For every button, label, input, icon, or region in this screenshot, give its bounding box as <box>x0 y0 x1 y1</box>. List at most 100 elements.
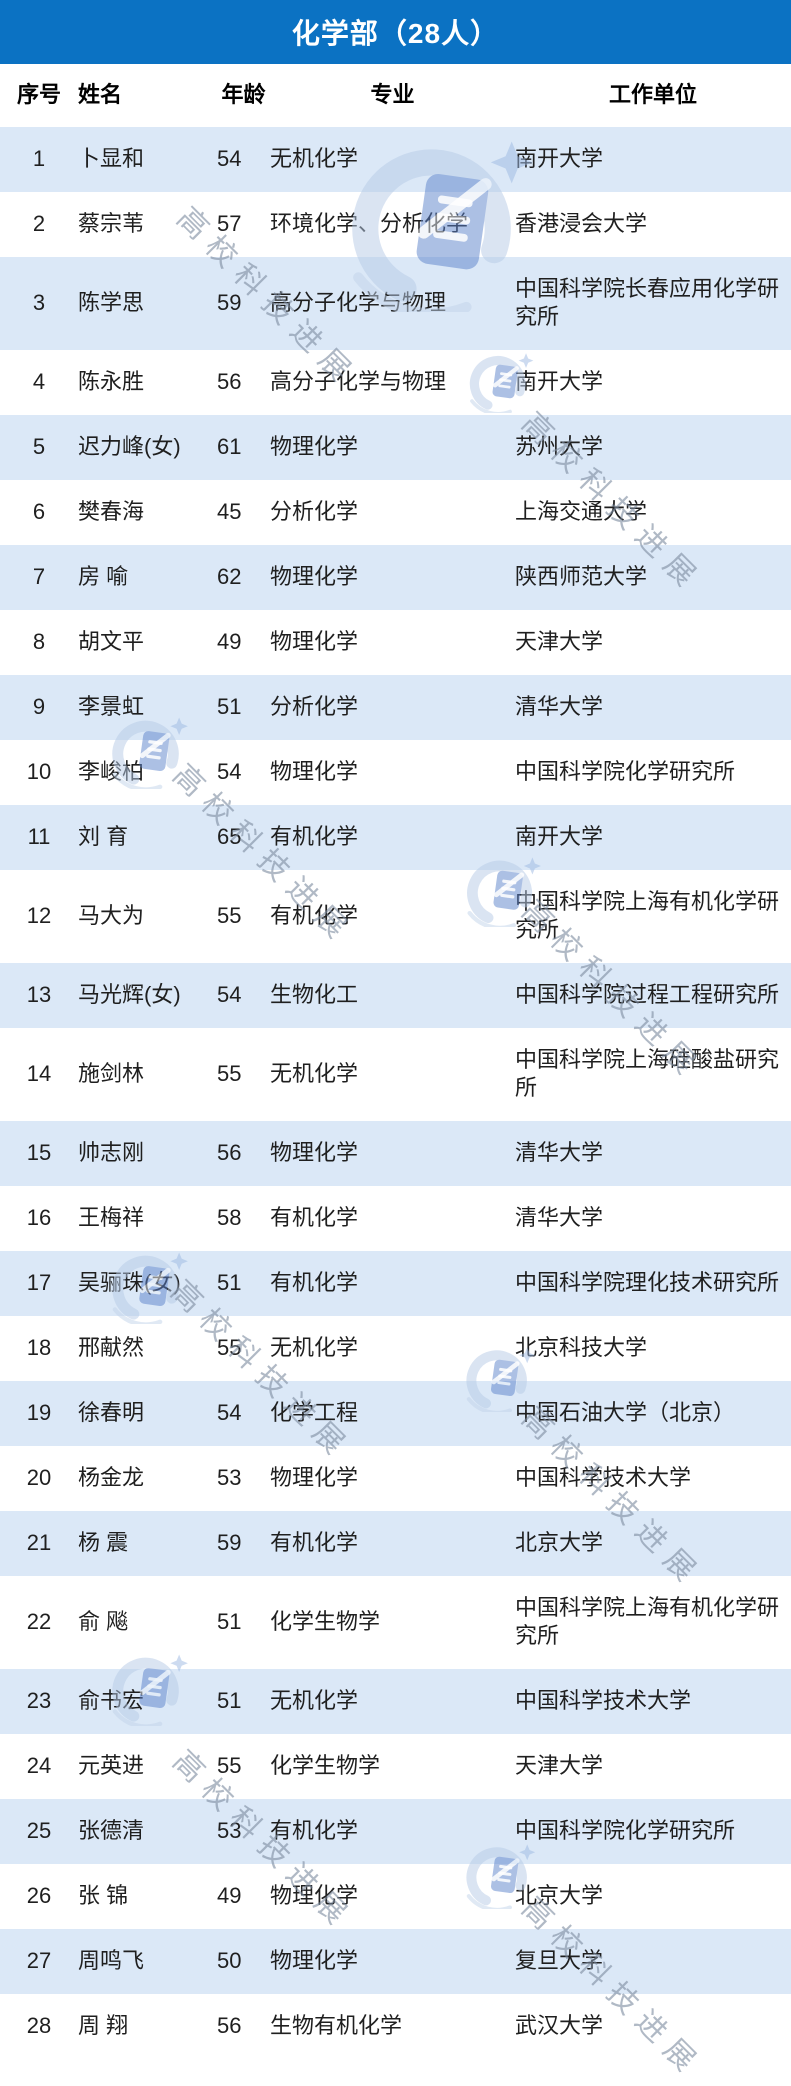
cell-age: 51 <box>217 1251 270 1316</box>
cell-field: 化学生物学 <box>270 1609 381 1634</box>
cell-name: 房 喻 <box>78 545 217 610</box>
cell-no: 27 <box>0 1929 78 1994</box>
cell-age: 55 <box>217 1335 242 1360</box>
cell-field: 有机化学 <box>270 1511 515 1576</box>
table-row: 10 李峻柏 54 物理化学 中国科学院化学研究所 <box>0 740 791 805</box>
cell-field: 高分子化学与物理 <box>270 257 515 350</box>
cell-age: 55 <box>217 1061 242 1086</box>
cell-name: 王梅祥 <box>78 1205 145 1230</box>
table-row: 16 王梅祥 58 有机化学 清华大学 <box>0 1186 791 1251</box>
cell-age: 45 <box>217 499 242 524</box>
cell-no: 19 <box>0 1381 78 1446</box>
cell-no: 6 <box>32 499 46 524</box>
cell-no: 5 <box>0 415 78 480</box>
cell-org: 中国科学院化学研究所 <box>515 1799 791 1864</box>
cell-name: 杨 震 <box>78 1511 217 1576</box>
cell-no: 22 <box>26 1609 52 1634</box>
cell-no: 23 <box>0 1669 78 1734</box>
table-row: 9 李景虹 51 分析化学 清华大学 <box>0 675 791 740</box>
cell-field: 物理化学 <box>270 1121 515 1186</box>
cell-org: 北京大学 <box>515 1511 791 1576</box>
cell-field: 无机化学 <box>270 127 515 192</box>
cell-name: 徐春明 <box>78 1381 217 1446</box>
table-row: 14 施剑林 55 无机化学 中国科学院上海硅酸盐研究所 <box>0 1028 791 1121</box>
table-row: 11 刘 育 65 有机化学 南开大学 <box>0 805 791 870</box>
cell-age: 50 <box>217 1929 270 1994</box>
table-row: 4 陈永胜 56 高分子化学与物理 南开大学 <box>0 350 791 415</box>
cell-no: 28 <box>26 2013 52 2038</box>
table-row: 2 蔡宗苇 57 环境化学、分析化学 香港浸会大学 <box>0 192 791 257</box>
cell-field: 高分子化学与物理 <box>270 369 447 394</box>
table-row: 18 邢献然 55 无机化学 北京科技大学 <box>0 1316 791 1381</box>
cell-name: 樊春海 <box>78 499 145 524</box>
cell-name: 卜显和 <box>78 127 217 192</box>
header-row: 序号 姓名 年龄 专业 工作单位 <box>0 64 791 127</box>
cell-no: 15 <box>0 1121 78 1186</box>
cell-age: 59 <box>217 1511 270 1576</box>
cell-age: 51 <box>217 1609 242 1634</box>
cell-name: 马大为 <box>78 903 145 928</box>
cell-age: 51 <box>217 1669 270 1734</box>
cell-name: 张德清 <box>78 1799 217 1864</box>
cell-age: 51 <box>217 675 270 740</box>
cell-name: 帅志刚 <box>78 1121 217 1186</box>
cell-org: 北京科技大学 <box>515 1335 648 1360</box>
cell-age: 53 <box>217 1465 242 1490</box>
table-row: 21 杨 震 59 有机化学 北京大学 <box>0 1511 791 1576</box>
cell-org: 中国科学技术大学 <box>515 1465 692 1490</box>
table-row: 27 周鸣飞 50 物理化学 复旦大学 <box>0 1929 791 1994</box>
cell-name: 俞书宏 <box>78 1669 217 1734</box>
cell-name: 陈学思 <box>78 257 217 350</box>
table-row: 15 帅志刚 56 物理化学 清华大学 <box>0 1121 791 1186</box>
cell-field: 有机化学 <box>270 903 359 928</box>
table-row: 24 元英进 55 化学生物学 天津大学 <box>0 1734 791 1799</box>
cell-field: 物理化学 <box>270 1883 359 1908</box>
cell-field: 生物化工 <box>270 963 515 1028</box>
cell-age: 65 <box>217 805 270 870</box>
cell-age: 55 <box>217 1753 242 1778</box>
cell-field: 物理化学 <box>270 545 515 610</box>
table-row: 28 周 翔 56 生物有机化学 武汉大学 <box>0 1994 791 2059</box>
table-row: 25 张德清 53 有机化学 中国科学院化学研究所 <box>0 1799 791 1864</box>
cell-org: 上海交通大学 <box>515 499 648 524</box>
table-row: 26 张 锦 49 物理化学 北京大学 <box>0 1864 791 1929</box>
cell-org: 武汉大学 <box>515 2013 604 2038</box>
cell-name: 邢献然 <box>78 1335 145 1360</box>
cell-org: 香港浸会大学 <box>515 211 648 236</box>
table-row: 5 迟力峰(女) 61 物理化学 苏州大学 <box>0 415 791 480</box>
cell-no: 21 <box>0 1511 78 1576</box>
cell-name: 蔡宗苇 <box>78 211 145 236</box>
cell-age: 58 <box>217 1205 242 1230</box>
cell-field: 分析化学 <box>270 675 515 740</box>
col-header-index: 序号 <box>0 64 78 127</box>
cell-name: 刘 育 <box>78 805 217 870</box>
cell-name: 杨金龙 <box>78 1465 145 1490</box>
cell-org: 清华大学 <box>515 1121 791 1186</box>
cell-no: 4 <box>32 369 46 394</box>
cell-no: 14 <box>26 1061 52 1086</box>
cell-name: 陈永胜 <box>78 369 145 394</box>
table-row: 23 俞书宏 51 无机化学 中国科学技术大学 <box>0 1669 791 1734</box>
section-banner: 化学部（28人） <box>0 0 791 64</box>
cell-age: 54 <box>217 963 270 1028</box>
cell-org: 天津大学 <box>515 629 604 654</box>
cell-org: 南开大学 <box>515 369 604 394</box>
cell-name: 施剑林 <box>78 1061 145 1086</box>
cell-name: 李景虹 <box>78 675 217 740</box>
cell-field: 物理化学 <box>270 1929 515 1994</box>
cell-org: 天津大学 <box>515 1753 604 1778</box>
cell-no: 16 <box>26 1205 52 1230</box>
cell-no: 17 <box>0 1251 78 1316</box>
cell-org: 复旦大学 <box>515 1929 791 1994</box>
cell-no: 20 <box>26 1465 52 1490</box>
cell-org: 陕西师范大学 <box>515 545 791 610</box>
cell-name: 马光辉(女) <box>78 963 217 1028</box>
cell-no: 8 <box>32 629 46 654</box>
cell-name: 吴骊珠(女) <box>78 1251 217 1316</box>
cell-field: 化学工程 <box>270 1381 515 1446</box>
cell-name: 周 翔 <box>78 2013 129 2038</box>
cell-field: 物理化学 <box>270 759 359 784</box>
table-row: 20 杨金龙 53 物理化学 中国科学技术大学 <box>0 1446 791 1511</box>
cell-field: 有机化学 <box>270 1251 515 1316</box>
